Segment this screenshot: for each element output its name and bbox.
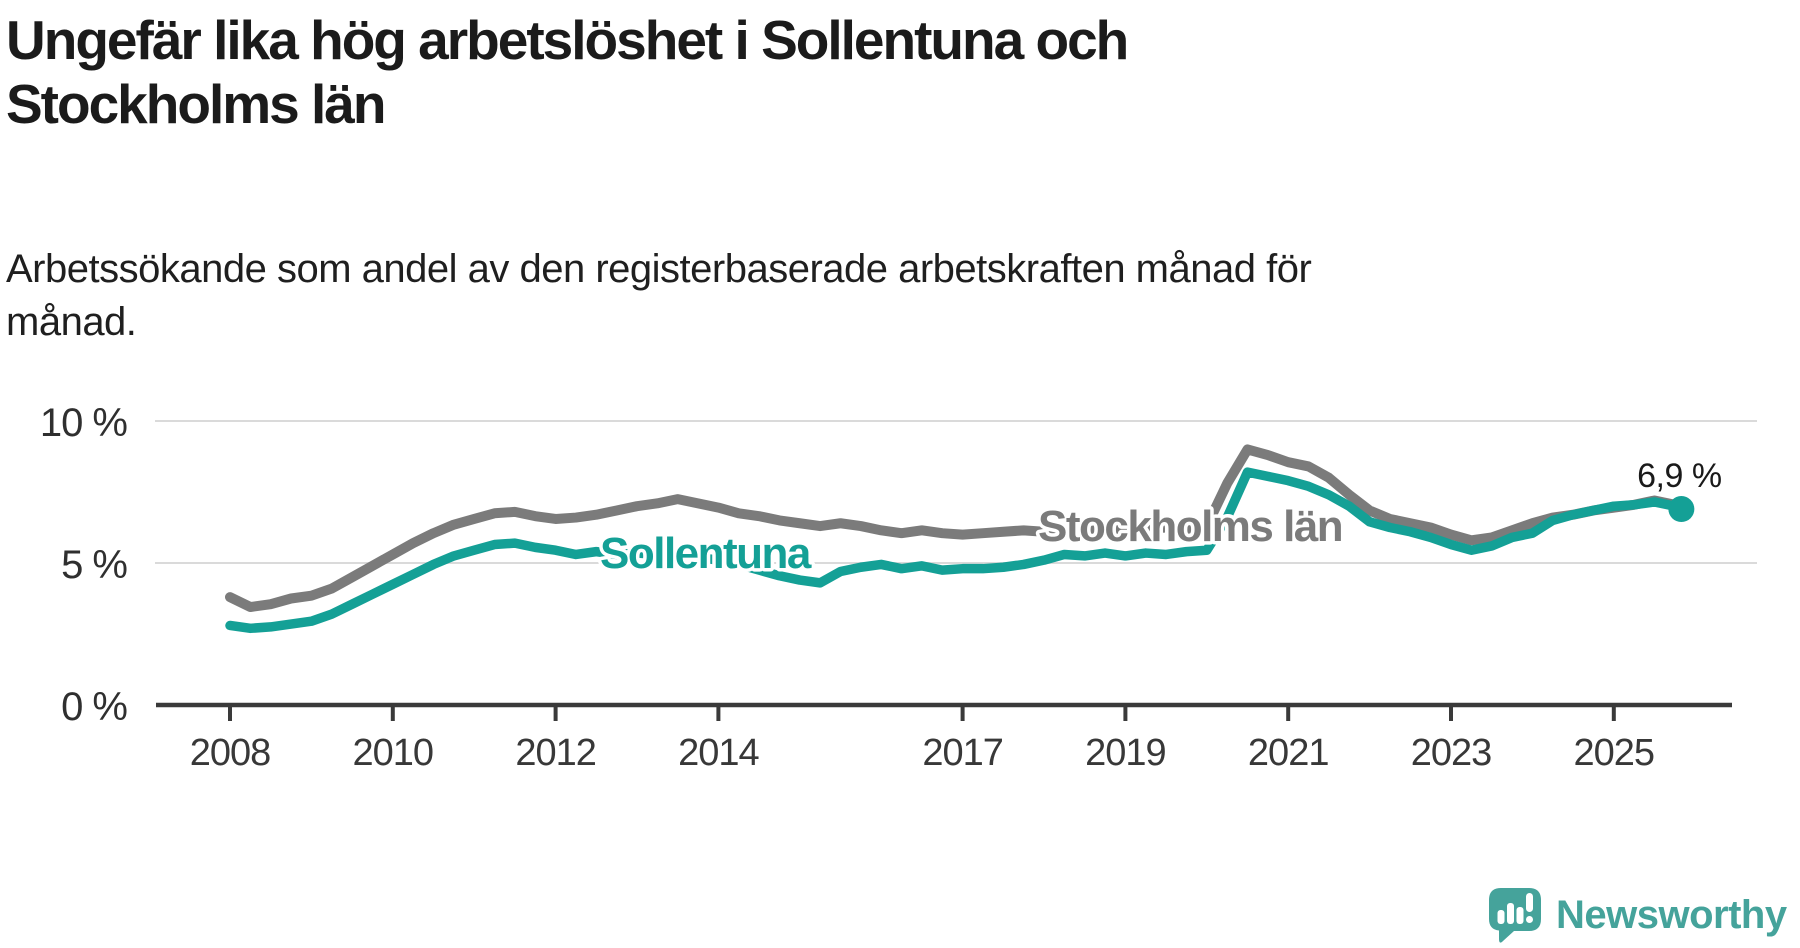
bar-medium: [1516, 907, 1524, 924]
exclamation-dot: [1526, 916, 1533, 923]
chart-subtitle: Arbetssökande som andel av den registerb…: [6, 243, 1312, 349]
y-tick-label: 5 %: [61, 543, 127, 587]
end-value-label: 6,9 %: [1637, 457, 1722, 495]
bar-small: [1497, 910, 1505, 924]
chart-subtitle-line2: månad.: [6, 300, 137, 344]
x-tick-label: 2017: [922, 732, 1003, 774]
x-tick-label: 2012: [515, 732, 596, 774]
series-line-stockholms-lan: [225, 444, 1687, 613]
series-label-stockholms-lan: Stockholms län: [1038, 502, 1342, 551]
x-tick-label: 2010: [353, 732, 434, 774]
y-tick-label: 0 %: [61, 685, 127, 729]
x-tick-label: 2021: [1248, 732, 1329, 774]
page-title-line1: Ungefär lika hög arbetslöshet i Sollentu…: [6, 9, 1129, 71]
badge-shape: [1489, 888, 1541, 943]
newsworthy-logo: Newsworthy: [1489, 882, 1794, 946]
x-tick-label: 2019: [1085, 732, 1166, 774]
page-title-line2: Stockholms län: [6, 73, 386, 135]
x-tick-label: 2014: [678, 732, 759, 774]
x-tick-label: 2023: [1411, 732, 1492, 774]
newsworthy-wordmark: Newsworthy: [1556, 893, 1787, 937]
x-tick-label: 2025: [1574, 732, 1655, 774]
series-line-sollentuna: [225, 467, 1687, 634]
y-tick-label: 10 %: [40, 401, 128, 445]
series-label-sollentuna: Sollentuna: [600, 529, 812, 578]
exclamation-bar: [1526, 893, 1533, 912]
newsworthy-badge-icon: [1489, 888, 1541, 943]
x-tick-label: 2008: [190, 732, 271, 774]
bar-tall: [1507, 903, 1514, 924]
end-point-marker-sollentuna: [1668, 496, 1695, 523]
page-title: Ungefär lika hög arbetslöshet i Sollentu…: [6, 8, 1129, 136]
chart-subtitle-line1: Arbetssökande som andel av den registerb…: [6, 247, 1312, 291]
